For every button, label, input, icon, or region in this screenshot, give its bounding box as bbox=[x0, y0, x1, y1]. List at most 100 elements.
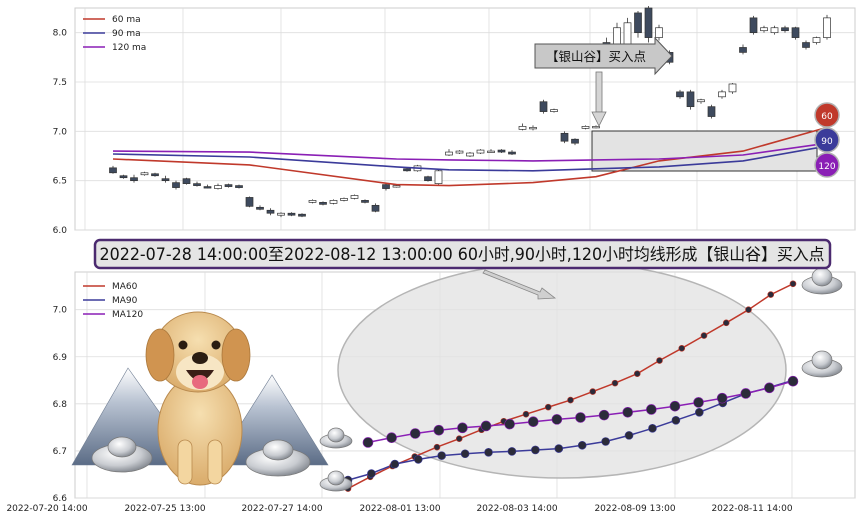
ma-point bbox=[409, 428, 421, 439]
dog-icon bbox=[145, 311, 251, 486]
ma-point bbox=[455, 435, 463, 442]
candle-body bbox=[245, 197, 254, 207]
svg-text:60: 60 bbox=[821, 112, 833, 122]
candle-body bbox=[140, 172, 149, 176]
ma-point bbox=[740, 388, 752, 399]
candle-body bbox=[529, 127, 537, 130]
bottom-legend-90: MA90 bbox=[112, 296, 138, 306]
candle-body bbox=[739, 47, 747, 53]
candle-body bbox=[256, 206, 264, 210]
ma-points bbox=[343, 280, 799, 492]
candle-body bbox=[455, 150, 464, 154]
candle-body bbox=[235, 185, 243, 188]
ma-point bbox=[544, 403, 552, 411]
candle-body bbox=[686, 91, 695, 108]
candle-body bbox=[382, 184, 390, 189]
ma-point bbox=[669, 400, 681, 412]
ma-point bbox=[700, 332, 708, 339]
signal-banner: 2022-07-28 14:00:00至2022-08-12 13:00:00 … bbox=[93, 238, 832, 270]
ma-point bbox=[437, 451, 446, 460]
ma-point bbox=[367, 469, 376, 478]
bottom-legend-120: MA120 bbox=[112, 310, 143, 320]
ma-point bbox=[589, 388, 597, 395]
top-legend-90: 90 ma bbox=[112, 29, 141, 39]
banner-text: 2022-07-28 14:00:00至2022-08-12 13:00:00 … bbox=[100, 245, 825, 264]
candle-body bbox=[109, 167, 117, 174]
ma-point bbox=[577, 440, 587, 450]
candle-body bbox=[697, 99, 705, 103]
ma-point bbox=[787, 375, 799, 387]
top-plot-frame bbox=[74, 7, 856, 231]
candle-body bbox=[823, 17, 831, 38]
ma-point bbox=[646, 404, 657, 415]
top-y-tick-label: 8.0 bbox=[53, 29, 68, 39]
silver-ingot-icons bbox=[319, 267, 843, 492]
ma-point bbox=[362, 437, 374, 448]
ma-point bbox=[504, 418, 515, 430]
dog-mountain-illustration bbox=[71, 311, 329, 486]
ma-point bbox=[390, 459, 400, 469]
ma-point bbox=[633, 370, 641, 378]
top-legend-120: 120 ma bbox=[112, 43, 146, 53]
candle-body bbox=[560, 132, 569, 142]
badge-90 bbox=[814, 127, 840, 153]
bottom-y-tick-label: 6.7 bbox=[53, 447, 67, 457]
bottom-y-tick-label: 6.9 bbox=[53, 353, 68, 363]
silver-ingot-icon bbox=[319, 470, 353, 492]
top-legend-60: 60 ma bbox=[112, 15, 141, 25]
candle-body bbox=[728, 83, 737, 93]
ma-point bbox=[484, 448, 493, 457]
candle-body bbox=[655, 27, 663, 38]
ma-point bbox=[460, 449, 470, 459]
bottom-x-tick-label: 2022-08-03 14:00 bbox=[476, 504, 557, 514]
ma-point bbox=[531, 445, 540, 455]
ma-point bbox=[622, 407, 634, 418]
ma-point bbox=[554, 444, 564, 453]
candle-body bbox=[277, 212, 285, 216]
bottom-x-tick-label: 2022-08-09 13:00 bbox=[594, 504, 675, 514]
candle-body bbox=[193, 183, 201, 186]
candle-body bbox=[781, 27, 789, 32]
candle-body bbox=[466, 152, 474, 157]
candle-body bbox=[791, 27, 800, 38]
banner-box bbox=[93, 238, 832, 270]
ma-point bbox=[745, 306, 752, 313]
candle-body bbox=[707, 106, 716, 117]
candle-body bbox=[308, 200, 317, 203]
ma120-line bbox=[112, 142, 828, 162]
top-y-tick-label: 7.5 bbox=[53, 78, 67, 88]
ma-point bbox=[598, 409, 610, 421]
candle-body bbox=[161, 178, 170, 182]
top-y-tick-label: 6.5 bbox=[53, 177, 67, 187]
ma-point bbox=[656, 357, 663, 364]
candle-body bbox=[539, 101, 548, 112]
candle-body bbox=[350, 195, 359, 199]
ma60-line bbox=[112, 126, 828, 187]
candle-body bbox=[119, 175, 128, 179]
ma-point bbox=[624, 431, 634, 440]
candle-body bbox=[424, 176, 432, 182]
ma-point bbox=[695, 408, 704, 417]
candle-body bbox=[203, 186, 212, 189]
candle-body bbox=[581, 126, 590, 129]
candlestick-panel: 6.0 6.5 7.0 7.5 8.0 【银山谷】买入点 60 90 120 60 ma bbox=[53, 6, 856, 236]
svg-text:90: 90 bbox=[821, 137, 833, 147]
bottom-y-axis: 6.6 6.7 6.8 6.9 7.0 bbox=[53, 306, 68, 504]
candle-body bbox=[361, 200, 369, 203]
candle-body bbox=[214, 185, 222, 189]
candle-body bbox=[812, 37, 821, 43]
ma-point bbox=[522, 410, 530, 418]
bottom-x-axis: 2022-07-20 14:00 2022-07-25 13:00 2022-07-… bbox=[6, 504, 792, 514]
ma-point bbox=[678, 344, 686, 352]
bottom-x-tick-label: 2022-08-01 13:00 bbox=[359, 504, 440, 514]
ma-point bbox=[507, 447, 517, 456]
ma-badges: 60 90 120 bbox=[814, 102, 840, 178]
candles bbox=[109, 6, 831, 218]
candle-body bbox=[571, 138, 579, 144]
candle-body bbox=[287, 212, 296, 216]
ma-point bbox=[764, 382, 775, 394]
candle-body bbox=[644, 7, 653, 38]
ma-point bbox=[567, 396, 574, 404]
candle-body bbox=[445, 151, 453, 156]
ma-point bbox=[601, 437, 610, 446]
